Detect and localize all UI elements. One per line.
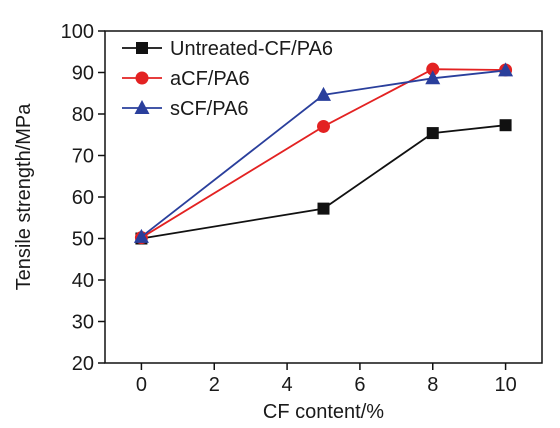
series-line — [140, 69, 506, 238]
y-tick-label: 40 — [72, 270, 94, 292]
legend-marker-triangle — [134, 100, 150, 114]
series-line — [140, 68, 506, 239]
x-axis-ticks: 0 2 4 6 8 10 — [136, 363, 517, 396]
data-point-triangle — [425, 70, 441, 85]
y-tick-label: 80 — [72, 104, 94, 126]
legend-marker-square — [136, 42, 148, 54]
y-tick-label: 20 — [72, 353, 94, 375]
x-tick-label: 6 — [354, 374, 365, 396]
y-axis-title: Tensile strength/MPa — [13, 103, 35, 291]
data-point-square — [426, 127, 439, 140]
data-point-circle — [317, 119, 330, 133]
x-tick-label: 4 — [282, 374, 293, 396]
legend-label: sCF/PA6 — [170, 98, 249, 120]
y-axis-ticks: 20 30 40 50 60 70 80 90 100 — [61, 21, 105, 375]
legend-label: aCF/PA6 — [170, 68, 250, 90]
legend: Untreated-CF/PA6 aCF/PA6 sCF/PA6 — [122, 38, 333, 120]
series-layer — [133, 62, 514, 245]
y-tick-label: 60 — [72, 187, 94, 209]
y-tick-label: 30 — [72, 312, 94, 334]
x-tick-label: 0 — [136, 374, 147, 396]
series-square — [135, 119, 512, 245]
y-tick-label: 50 — [72, 229, 94, 251]
series-triangle — [133, 62, 514, 243]
legend-label: Untreated-CF/PA6 — [170, 38, 333, 60]
y-tick-label: 100 — [61, 21, 94, 43]
y-tick-label: 70 — [72, 146, 94, 168]
x-tick-label: 2 — [209, 374, 220, 396]
data-point-triangle — [133, 228, 149, 243]
data-point-square — [499, 119, 512, 132]
x-axis-title: CF content/% — [263, 401, 384, 423]
x-tick-label: 8 — [427, 374, 438, 396]
data-point-triangle — [498, 62, 514, 77]
data-point-triangle — [316, 86, 331, 101]
series-line — [141, 124, 506, 240]
data-point-square — [317, 202, 330, 215]
legend-marker-circle — [135, 71, 149, 85]
x-tick-label: 10 — [494, 374, 516, 396]
y-tick-label: 90 — [72, 63, 94, 85]
plot-frame — [104, 30, 543, 364]
data-point-circle — [426, 62, 440, 76]
